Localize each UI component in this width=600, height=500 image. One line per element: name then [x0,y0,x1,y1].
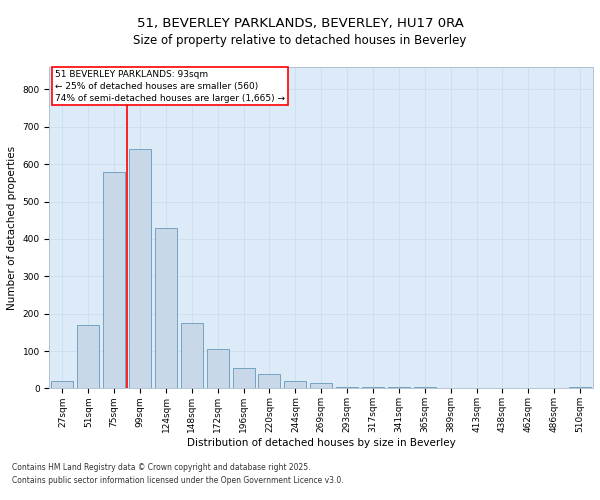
Bar [52,381,73,388]
Bar [284,381,307,388]
X-axis label: Distribution of detached houses by size in Beverley: Distribution of detached houses by size … [187,438,455,448]
Text: Contains HM Land Registry data © Crown copyright and database right 2025.: Contains HM Land Registry data © Crown c… [12,464,311,472]
Bar [310,383,332,388]
Bar [103,172,125,388]
Bar [362,386,384,388]
Bar [207,349,229,389]
Text: 51, BEVERLEY PARKLANDS, BEVERLEY, HU17 0RA: 51, BEVERLEY PARKLANDS, BEVERLEY, HU17 0… [137,18,463,30]
Text: Size of property relative to detached houses in Beverley: Size of property relative to detached ho… [133,34,467,47]
Text: 51 BEVERLEY PARKLANDS: 93sqm
← 25% of detached houses are smaller (560)
74% of s: 51 BEVERLEY PARKLANDS: 93sqm ← 25% of de… [55,70,285,103]
Bar [259,374,280,388]
Text: Contains public sector information licensed under the Open Government Licence v3: Contains public sector information licen… [12,476,344,485]
Bar [336,386,358,388]
Bar [77,325,100,388]
Bar [181,323,203,388]
Bar [155,228,177,388]
Y-axis label: Number of detached properties: Number of detached properties [7,146,17,310]
Bar [129,149,151,388]
Bar [388,386,410,388]
Bar [233,368,254,388]
